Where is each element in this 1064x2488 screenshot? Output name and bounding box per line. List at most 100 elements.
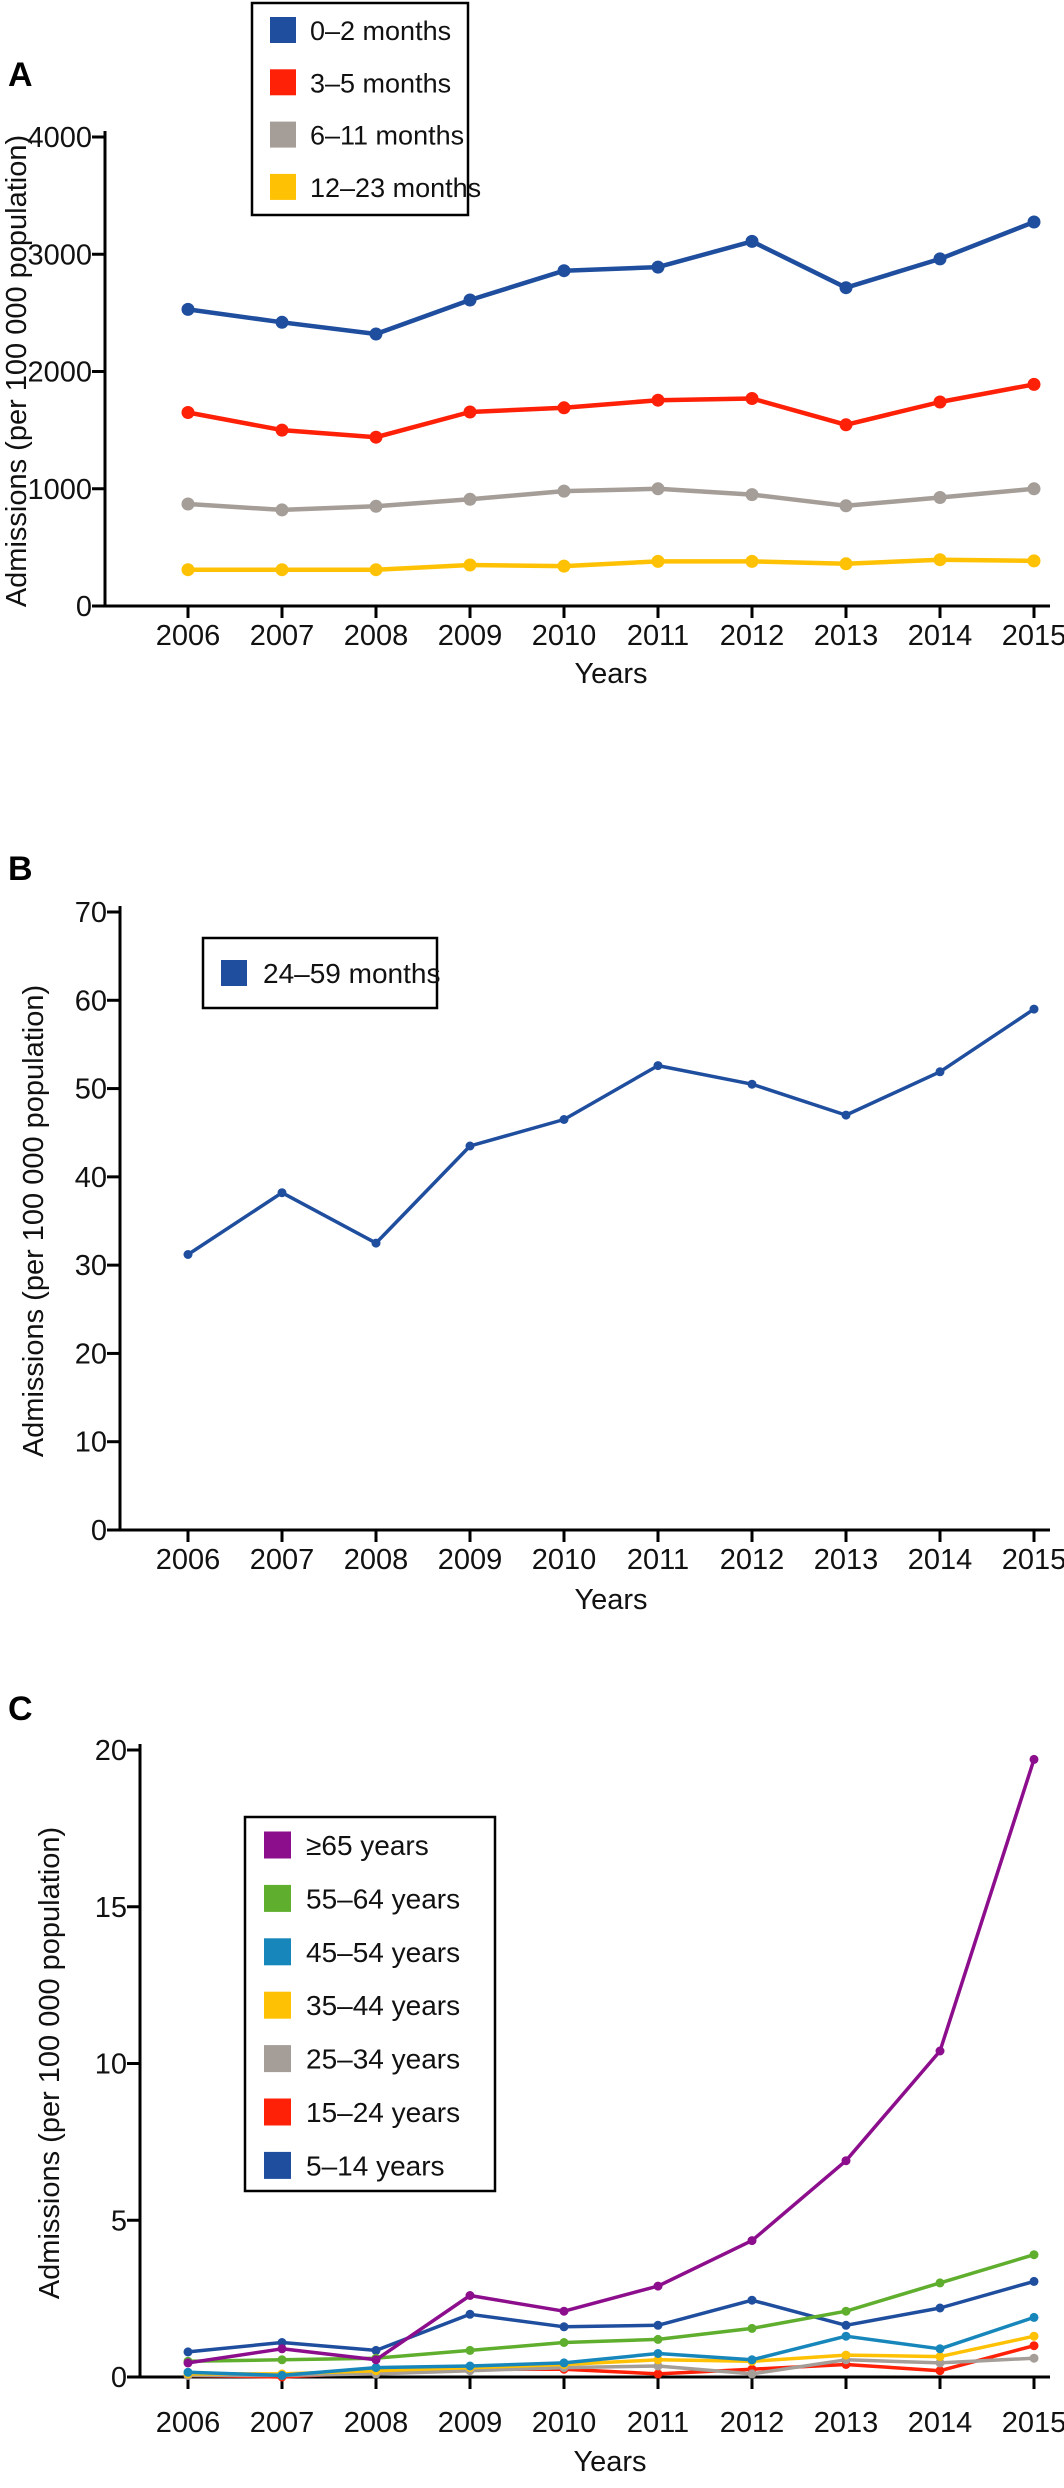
y-axis-tick-label: 50 — [75, 1074, 107, 1106]
axis-line — [118, 906, 1050, 1532]
data-point-35–44 years-2012 — [747, 2356, 757, 2366]
data-point-12–23 months-2007 — [275, 563, 289, 577]
y-axis-tick-label: 15 — [95, 1892, 127, 1924]
y-axis-tick-label: 20 — [95, 1735, 127, 1767]
data-point-25–34 years-2006 — [183, 2370, 193, 2380]
data-point-12–23 months-2015 — [1027, 554, 1041, 568]
y-axis-tick-label: 0 — [91, 1515, 107, 1547]
data-point-12–23 months-2014 — [933, 553, 947, 567]
data-point-45–54 years-2010 — [559, 2358, 569, 2368]
data-point-15–24 years-2009 — [465, 2364, 475, 2374]
data-point-≥65 years-2010 — [559, 2306, 569, 2316]
y-axis-tick-label: 20 — [75, 1338, 107, 1370]
data-point-3–5 months-2014 — [933, 395, 947, 409]
data-point-15–24 years-2008 — [371, 2367, 381, 2377]
x-axis-tick-label: 2008 — [344, 620, 409, 652]
data-point-≥65 years-2009 — [465, 2291, 475, 2300]
data-point-6–11 months-2007 — [275, 503, 289, 517]
data-point-12–23 months-2010 — [557, 559, 571, 573]
data-point-≥65 years-2013 — [841, 2156, 851, 2166]
data-point-3–5 months-2007 — [275, 423, 289, 437]
legend-label-6–11 months: 6–11 months — [310, 121, 464, 151]
data-point-24–59 months-2012 — [747, 1079, 757, 1089]
data-point-6–11 months-2011 — [651, 482, 665, 496]
data-point-55–64 years-2012 — [747, 2323, 757, 2333]
data-point-25–34 years-2015 — [1029, 2353, 1039, 2363]
legend-swatch-12–23 months — [270, 173, 296, 200]
data-point-12–23 months-2008 — [369, 563, 383, 577]
data-point-24–59 months-2007 — [277, 1188, 287, 1198]
data-point-5–14 years-2012 — [747, 2295, 757, 2305]
data-point-6–11 months-2009 — [463, 492, 477, 506]
legend-label-45–54 years: 45–54 years — [306, 1937, 460, 1968]
legend-box — [243, 1815, 497, 2193]
data-point-24–59 months-2008 — [371, 1238, 381, 1248]
data-point-0–2 months-2006 — [181, 302, 195, 316]
data-point-12–23 months-2009 — [463, 558, 477, 572]
data-point-35–44 years-2009 — [465, 2363, 475, 2373]
data-point-≥65 years-2014 — [935, 2046, 945, 2056]
x-axis-tick-label: 2012 — [720, 620, 785, 652]
series-line-6–11 months — [185, 486, 1037, 513]
data-point-15–24 years-2007 — [277, 2372, 287, 2382]
data-point-0–2 months-2007 — [275, 315, 289, 329]
x-axis-tick-label: 2015 — [1002, 1544, 1064, 1576]
data-point-5–14 years-2010 — [559, 2322, 569, 2332]
data-point-55–64 years-2006 — [183, 2356, 193, 2366]
x-axis-tick-label: 2007 — [250, 2407, 315, 2439]
series-line-5–14 years — [186, 2279, 1036, 2354]
x-axis-tick-label: 2007 — [250, 1544, 315, 1576]
legend-swatch-5–14 years — [264, 2151, 291, 2179]
data-point-15–24 years-2013 — [841, 2360, 851, 2369]
data-point-35–44 years-2007 — [277, 2369, 287, 2379]
data-point-55–64 years-2015 — [1029, 2250, 1039, 2260]
legend-swatch-≥65 years — [264, 1831, 291, 1859]
axis-line — [138, 1744, 1050, 2379]
data-point-45–54 years-2008 — [371, 2363, 381, 2373]
data-point-55–64 years-2007 — [277, 2355, 287, 2365]
legend-swatch-3–5 months — [270, 69, 296, 96]
x-axis-tick-label: 2008 — [344, 1544, 409, 1576]
y-axis-tick-label: 60 — [75, 985, 107, 1017]
data-point-15–24 years-2011 — [653, 2369, 663, 2379]
data-point-0–2 months-2015 — [1027, 215, 1041, 229]
y-axis-tick-label: 0 — [111, 2362, 127, 2394]
legend-swatch-0–2 months — [270, 17, 296, 43]
data-point-24–59 months-2010 — [559, 1115, 569, 1124]
x-axis-tick-label: 2011 — [627, 2407, 689, 2439]
legend-label-3–5 months: 3–5 months — [310, 68, 451, 98]
data-point-0–2 months-2013 — [839, 281, 853, 295]
data-point-≥65 years-2015 — [1029, 1754, 1039, 1764]
x-axis-tick-label: 2006 — [156, 620, 221, 652]
data-point-5–14 years-2013 — [841, 2320, 851, 2330]
data-point-15–24 years-2012 — [747, 2364, 757, 2374]
data-point-5–14 years-2007 — [277, 2338, 287, 2347]
y-axis-tick-label: 10 — [95, 2049, 127, 2081]
x-axis-tick-label: 2013 — [814, 2407, 879, 2439]
y-axis-tick-label: 0 — [76, 591, 92, 623]
y-axis-tick-label: 3000 — [27, 239, 92, 271]
data-point-12–23 months-2006 — [181, 563, 195, 577]
data-point-24–59 months-2006 — [183, 1250, 193, 1259]
data-point-55–64 years-2009 — [465, 2345, 475, 2355]
data-point-35–44 years-2008 — [371, 2366, 381, 2376]
panel-c-y-axis-title: Admissions (per 100 000 population) — [34, 1826, 66, 2300]
data-point-6–11 months-2010 — [557, 484, 571, 498]
data-point-45–54 years-2012 — [747, 2355, 757, 2365]
x-axis-tick-label: 2015 — [1002, 2407, 1064, 2439]
data-point-55–64 years-2011 — [653, 2334, 663, 2344]
data-point-12–23 months-2011 — [651, 554, 665, 568]
x-axis-tick-label: 2014 — [908, 620, 973, 652]
data-point-35–44 years-2015 — [1029, 2331, 1039, 2341]
x-axis-tick-label: 2015 — [1002, 620, 1064, 652]
data-point-5–14 years-2011 — [653, 2320, 663, 2330]
data-point-45–54 years-2006 — [183, 2367, 193, 2377]
y-axis-tick-label: 30 — [75, 1250, 107, 1282]
data-point-45–54 years-2007 — [277, 2370, 287, 2380]
data-point-25–34 years-2011 — [653, 2361, 663, 2371]
data-point-0–2 months-2008 — [369, 327, 383, 341]
legend-swatch-45–54 years — [264, 1938, 291, 1966]
series-line-24–59 months — [186, 1007, 1036, 1257]
legend-swatch-24–59 months — [221, 960, 247, 986]
